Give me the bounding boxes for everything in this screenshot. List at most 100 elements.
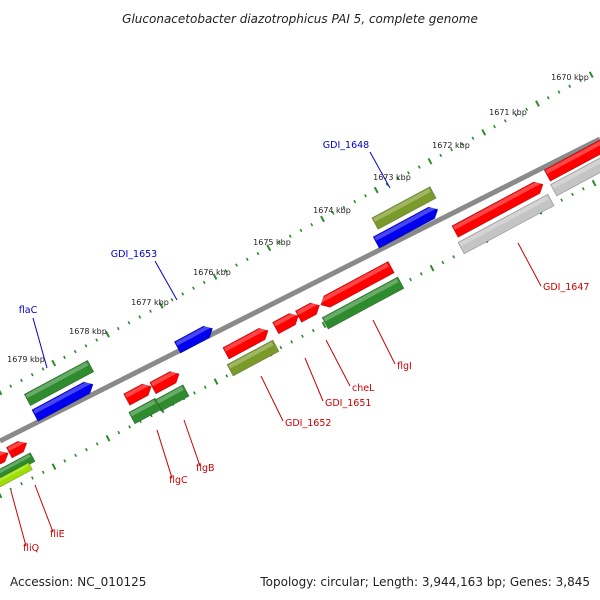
- minor-tick: [310, 222, 314, 227]
- minor-tick: [452, 255, 456, 259]
- minor-tick: [581, 187, 585, 191]
- gene-label: GDI_1653: [111, 249, 157, 260]
- feature-flie-green-highlight: [0, 454, 31, 474]
- major-tick: [427, 157, 433, 165]
- minor-tick: [450, 147, 453, 152]
- leader-line: [10, 490, 27, 547]
- minor-tick: [192, 286, 195, 290]
- minor-tick: [493, 124, 496, 129]
- minor-tick: [441, 260, 445, 265]
- feature-flgi-highlight: [319, 263, 389, 304]
- feature-flgb-highlight: [151, 370, 177, 387]
- minor-tick: [571, 192, 574, 197]
- feature-chel: [294, 302, 320, 323]
- gene-label: flgC: [169, 475, 188, 486]
- minor-tick: [170, 297, 174, 302]
- feature-flac: [31, 381, 94, 422]
- minor-tick: [41, 470, 45, 475]
- kbp-label: 1672 kbp: [432, 141, 470, 150]
- gene-label: flgI: [397, 361, 412, 372]
- kbp-label: 1676 kbp: [193, 268, 231, 277]
- feature-gdi-1646: [543, 139, 600, 182]
- kbp-label: 1673 kbp: [373, 173, 411, 182]
- label-leader-lines: [10, 151, 542, 547]
- minor-tick: [301, 334, 304, 338]
- major-tick: [105, 434, 111, 442]
- leader-line: [156, 429, 173, 479]
- minor-tick: [9, 487, 13, 492]
- minor-tick: [331, 211, 335, 215]
- feature-tracks: [0, 139, 600, 488]
- minor-tick: [193, 391, 196, 395]
- major-tick: [158, 302, 164, 309]
- feature-flgc: [123, 383, 152, 406]
- genome-stats-text: Topology: circular; Length: 3,944,163 bp…: [259, 575, 590, 589]
- feature-gdi-1652-highlight: [224, 326, 266, 352]
- minor-tick: [288, 234, 292, 238]
- minor-tick: [63, 459, 67, 463]
- accession-text: Accession: NC_010125: [10, 575, 146, 589]
- minor-tick: [278, 240, 281, 244]
- major-tick: [0, 492, 3, 499]
- minor-tick: [20, 481, 24, 486]
- feature-gdi-1647-gray-highlight: [459, 195, 549, 247]
- leader-line: [154, 260, 178, 301]
- feature-gdi-1652-olive: [226, 339, 280, 377]
- feature-flie-green: [0, 452, 36, 480]
- kbp-label: 1675 kbp: [253, 238, 291, 247]
- feature-fliq-highlight: [0, 449, 6, 456]
- major-tick: [588, 71, 594, 78]
- feature-flgi: [320, 260, 395, 308]
- minor-tick: [30, 476, 34, 480]
- feature-gdi-1647-highlight: [453, 180, 541, 230]
- leader-line: [372, 319, 396, 365]
- minor-tick: [9, 384, 13, 388]
- minor-tick: [116, 326, 120, 331]
- outer-tick-ruler: [0, 71, 594, 396]
- major-tick: [321, 321, 327, 329]
- gene-label: GDI_1651: [325, 398, 371, 409]
- minor-tick: [460, 142, 464, 146]
- minor-tick: [128, 425, 132, 429]
- major-tick: [481, 129, 487, 136]
- kbp-tick-labels: 1670 kbp 1671 kbp 1672 kbp 1673 kbp 1674 kbp…: [7, 73, 589, 364]
- feature-gdi-1646-gray: [550, 157, 600, 197]
- minor-tick: [299, 228, 303, 233]
- feature-flie: [5, 440, 28, 459]
- leader-line: [517, 242, 542, 287]
- feature-gdi-1648: [372, 206, 439, 249]
- feature-flgb: [149, 371, 180, 395]
- major-tick: [51, 359, 57, 367]
- minor-tick: [63, 355, 66, 360]
- feature-chel-highlight: [296, 301, 318, 315]
- minor-tick: [73, 349, 77, 354]
- feature-flgb-green-highlight: [156, 386, 184, 404]
- minor-tick: [203, 385, 207, 389]
- minor-tick: [568, 84, 572, 88]
- major-tick: [213, 378, 219, 385]
- minor-tick: [407, 171, 410, 175]
- major-tick: [591, 179, 597, 187]
- minor-tick: [95, 338, 99, 342]
- backbone-line: [0, 136, 600, 444]
- leader-line: [325, 339, 351, 387]
- minor-tick: [417, 165, 421, 169]
- leader-line: [34, 484, 54, 533]
- minor-tick: [127, 321, 131, 325]
- leader-line: [32, 317, 48, 369]
- feature-gdi-1646-highlight: [545, 140, 600, 174]
- minor-tick: [503, 119, 507, 123]
- gene-label: flgB: [196, 463, 215, 474]
- minor-tick: [471, 136, 475, 140]
- major-tick: [105, 331, 110, 338]
- minor-tick: [235, 263, 238, 267]
- gene-labels: GDI_1648 GDI_1653 flaC GDI_1647 flgI cheL GDI_…: [19, 140, 590, 554]
- feature-flgc-highlight: [124, 382, 149, 398]
- leader-line: [369, 151, 391, 189]
- major-tick: [0, 389, 3, 396]
- minor-tick: [353, 199, 357, 204]
- minor-tick: [385, 182, 389, 187]
- minor-tick: [41, 367, 45, 371]
- minor-tick: [256, 251, 260, 256]
